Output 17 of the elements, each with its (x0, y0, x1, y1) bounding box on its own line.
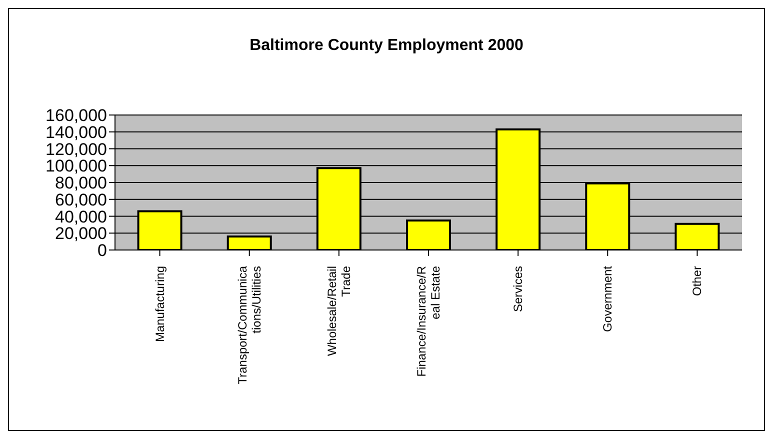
y-tick-label: 160,000 (46, 106, 107, 126)
y-tick-label: 80,000 (55, 174, 107, 193)
y-tick-label: 20,000 (55, 224, 107, 244)
y-tick-label: 40,000 (55, 207, 107, 226)
x-tick-label: Other (690, 266, 704, 296)
y-tick-label: 120,000 (46, 140, 107, 159)
x-tick-label: Services (511, 266, 526, 312)
x-tick-label: Transport/Communications/Utilities (235, 266, 264, 384)
y-tick-label: 100,000 (46, 156, 107, 176)
x-tick-label: Wholesale/Retail Trade (324, 266, 353, 356)
y-tick-label: 0 (98, 241, 107, 260)
x-tick-label: Government (600, 265, 615, 332)
y-tick-label: 140,000 (46, 122, 107, 142)
x-tick-label: Finance/Insurance/Real Estate (414, 266, 442, 377)
chart-title: Baltimore County Employment 2000 (248, 37, 524, 55)
x-tick-label: Manufacturing (152, 266, 167, 342)
y-tick-label: 60,000 (55, 190, 107, 210)
